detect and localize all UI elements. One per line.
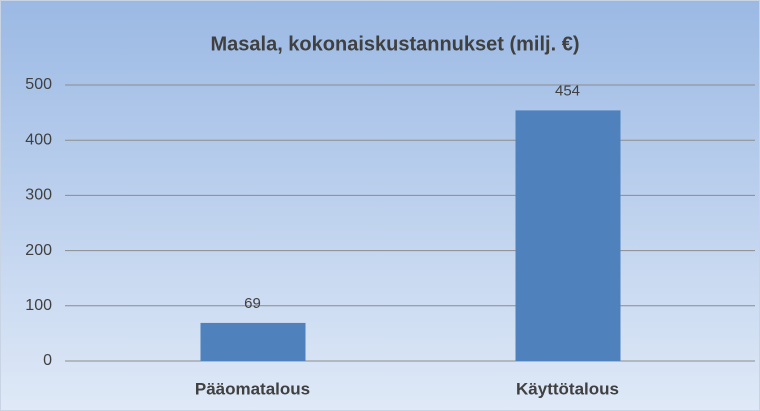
data-label: 69: [244, 295, 261, 312]
y-tick-label: 300: [25, 187, 52, 204]
chart-title: Masala, kokonaiskustannukset (milj. €): [210, 33, 579, 55]
y-tick-label: 200: [25, 242, 52, 259]
y-tick-label: 100: [25, 297, 52, 314]
y-tick-label: 400: [25, 131, 52, 148]
x-tick-label: Pääomatalous: [195, 379, 310, 398]
y-tick-label: 0: [43, 352, 52, 369]
y-tick-label: 500: [25, 76, 52, 93]
bar: [515, 110, 621, 361]
x-tick-label: Käyttötalous: [516, 379, 619, 398]
data-label: 454: [555, 82, 580, 99]
bar: [200, 322, 306, 361]
